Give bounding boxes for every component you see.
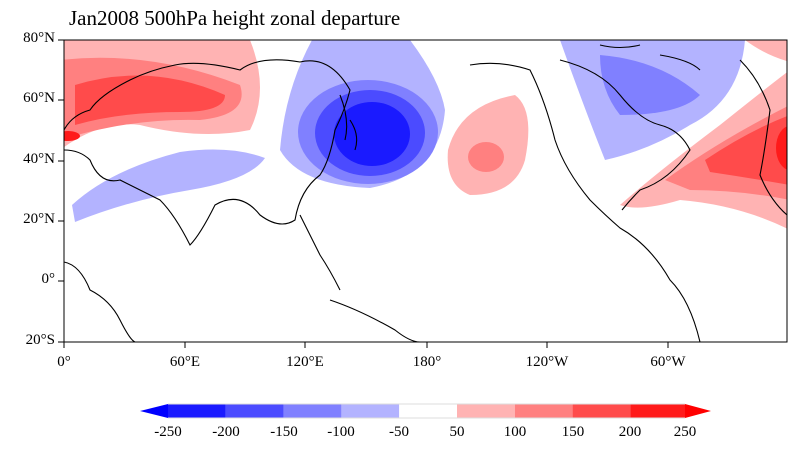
x-tick-label: 180°	[412, 354, 442, 370]
x-tick-label: 60°W	[650, 354, 686, 370]
colorbar-bin	[168, 404, 226, 418]
y-tick-label: 60°N	[23, 90, 55, 106]
colorbar-bin	[630, 404, 685, 418]
colorbar-label: 50	[449, 424, 465, 440]
axis-ticks	[58, 39, 669, 348]
colorbar-bin	[341, 404, 400, 418]
map-title: Jan2008 500hPa height zonal departure	[69, 6, 401, 30]
x-tick-label: 120°E	[286, 354, 324, 370]
y-tick-label: 20°S	[25, 332, 55, 348]
negative-anomaly-asia	[72, 149, 265, 222]
x-tick-label: 120°W	[525, 354, 569, 370]
colorbar-label: 100	[503, 424, 527, 440]
colorbar-bin	[514, 404, 573, 418]
colorbar-label: -250	[154, 424, 182, 440]
colorbar-label: -200	[212, 424, 240, 440]
colorbar-bin	[399, 404, 457, 418]
map-frame	[63, 39, 788, 343]
y-tick-label: 80°N	[23, 30, 55, 46]
colorbar-label: -150	[270, 424, 298, 440]
y-tick-label: 40°N	[23, 151, 55, 167]
x-tick-label: 60°E	[169, 354, 201, 370]
colorbar-high-extension	[685, 404, 711, 418]
colorbar-bin	[572, 404, 631, 418]
colorbar-label: -100	[327, 424, 355, 440]
x-tick-label: 0°	[57, 354, 71, 370]
colorbar-label: 150	[561, 424, 585, 440]
colorbar-bin	[225, 404, 284, 418]
colorbar	[140, 403, 711, 419]
colorbar-low-extension	[140, 404, 168, 418]
colorbar-label: 200	[618, 424, 642, 440]
colorbar-label: 250	[673, 424, 697, 440]
colorbar-bin	[457, 404, 515, 418]
colorbar-bin	[283, 404, 342, 418]
colorbar-label: -50	[389, 424, 409, 440]
anomaly-fill	[64, 40, 787, 229]
y-tick-label: 20°N	[23, 211, 55, 227]
coastlines	[64, 44, 787, 342]
y-tick-label: 0°	[41, 271, 56, 287]
